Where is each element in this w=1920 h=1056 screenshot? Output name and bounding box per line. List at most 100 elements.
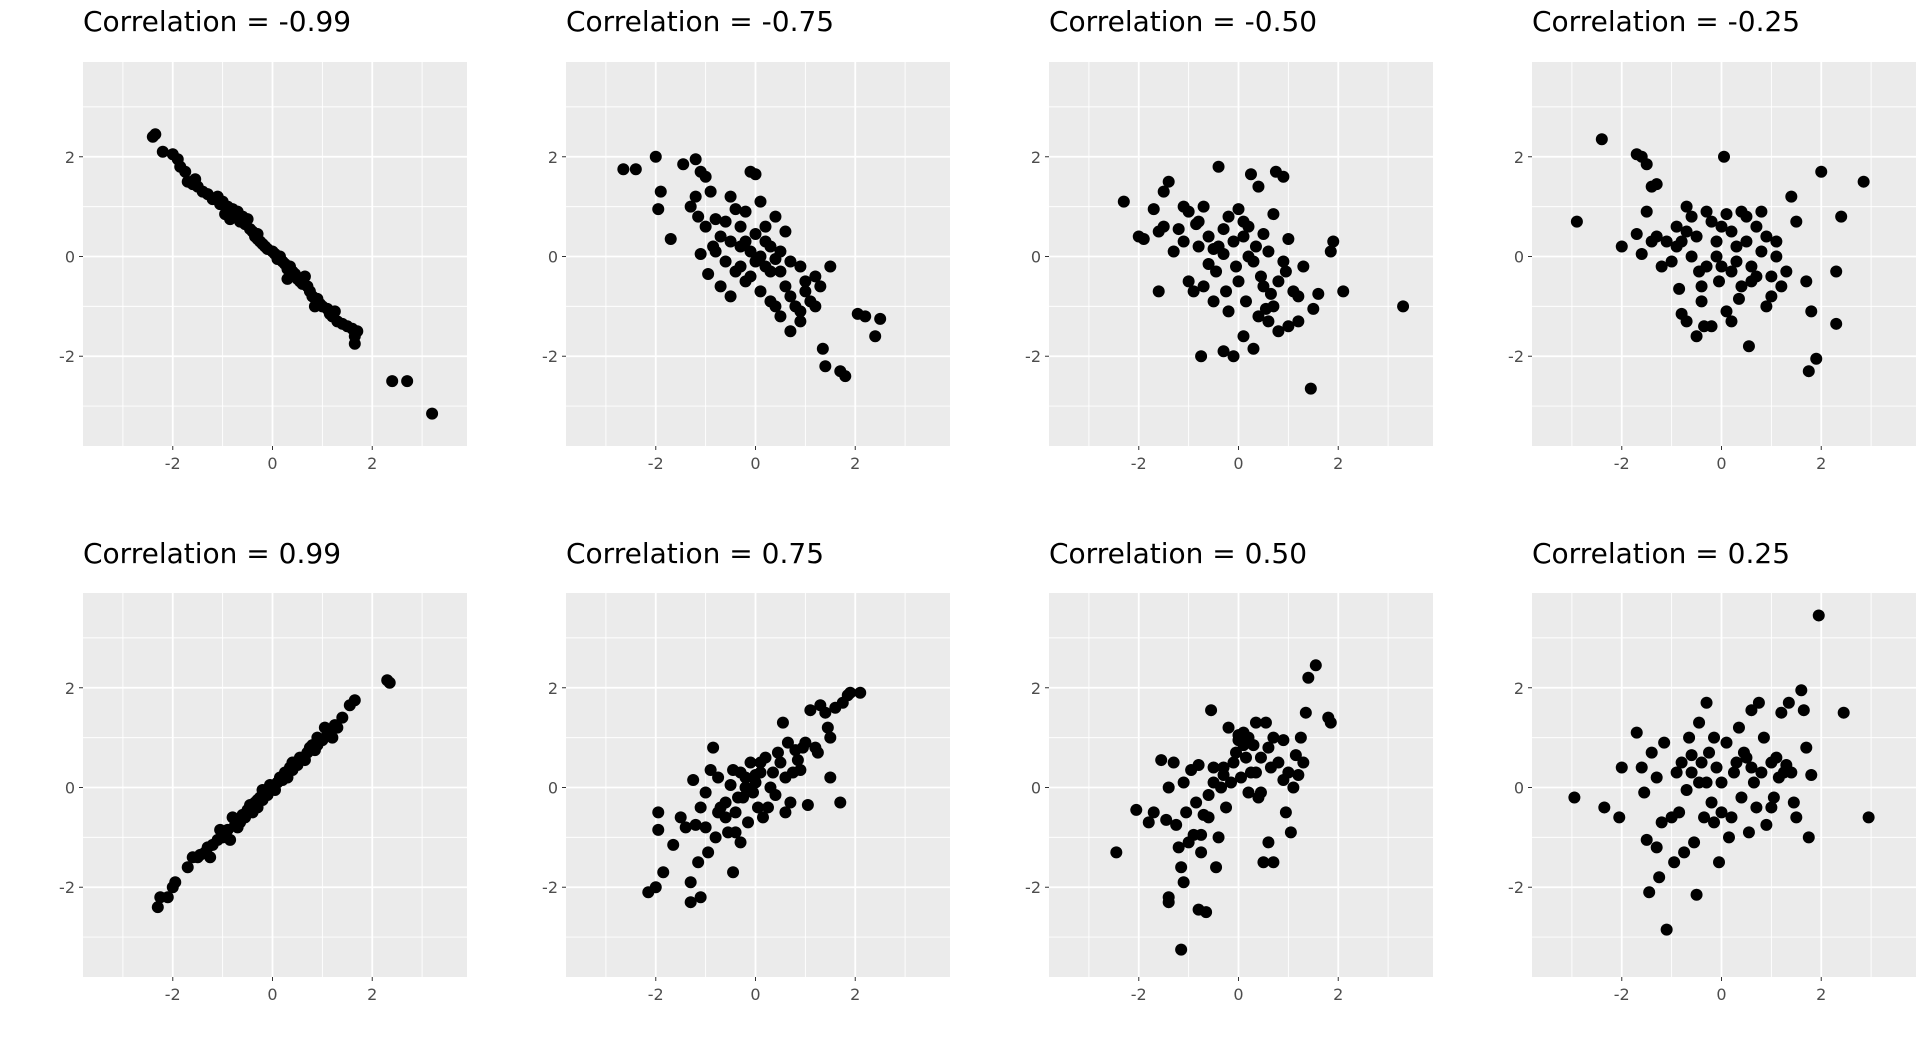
data-point <box>1708 816 1721 829</box>
data-point <box>819 706 832 719</box>
data-point <box>1279 806 1292 819</box>
data-point <box>1643 886 1656 899</box>
data-point <box>749 255 762 268</box>
data-point <box>348 337 361 350</box>
data-point <box>814 280 827 293</box>
data-point <box>1775 706 1788 719</box>
data-point <box>401 375 414 388</box>
data-point <box>756 811 769 824</box>
data-point <box>821 721 834 734</box>
data-point <box>719 255 732 268</box>
data-point <box>383 676 396 689</box>
data-point <box>1690 888 1703 901</box>
data-point <box>1690 230 1703 243</box>
data-point <box>1190 796 1203 809</box>
data-point <box>1720 736 1733 749</box>
data-point <box>1680 200 1693 213</box>
data-point <box>1160 813 1173 826</box>
data-point <box>1732 721 1745 734</box>
x-tick-label: 0 <box>750 985 760 1004</box>
data-point <box>779 806 792 819</box>
data-point <box>824 731 837 744</box>
data-point <box>1187 285 1200 298</box>
x-tick-label: -2 <box>1131 985 1147 1004</box>
data-point <box>824 260 837 273</box>
data-point <box>727 866 740 879</box>
data-point <box>1685 210 1698 223</box>
data-point <box>742 816 755 829</box>
data-point <box>1765 801 1778 814</box>
data-point <box>739 781 752 794</box>
data-point <box>1217 345 1230 358</box>
data-point <box>769 210 782 223</box>
data-point <box>1237 330 1250 343</box>
data-point <box>1162 891 1175 904</box>
data-point <box>1222 305 1235 318</box>
data-point <box>759 235 772 248</box>
data-point <box>1630 228 1643 241</box>
data-point <box>1195 828 1208 841</box>
data-point <box>1740 210 1753 223</box>
data-point <box>1337 285 1350 298</box>
data-point <box>1324 716 1337 729</box>
data-point <box>1220 285 1233 298</box>
data-point <box>1210 861 1223 874</box>
y-tick-label: -2 <box>1508 878 1524 897</box>
data-point <box>1757 731 1770 744</box>
data-point <box>664 233 677 246</box>
x-tick-label: 0 <box>267 454 277 473</box>
y-tick-label: 0 <box>548 778 558 797</box>
data-point <box>1770 235 1783 248</box>
data-point <box>1685 766 1698 779</box>
data-point <box>784 255 797 268</box>
data-point <box>734 240 747 253</box>
data-point <box>689 153 702 166</box>
data-point <box>1277 170 1290 183</box>
data-point <box>834 796 847 809</box>
data-point <box>1730 240 1743 253</box>
y-tick-label: 0 <box>65 247 75 266</box>
data-point <box>1782 696 1795 709</box>
data-point <box>791 754 804 767</box>
y-tick-label: -2 <box>59 878 75 897</box>
data-point <box>839 370 852 383</box>
data-point <box>1678 846 1691 859</box>
data-point <box>774 310 787 323</box>
data-point <box>759 220 772 233</box>
data-point <box>629 163 642 176</box>
data-point <box>1239 751 1252 764</box>
data-point <box>1239 295 1252 308</box>
data-point <box>1195 350 1208 363</box>
data-point <box>1180 806 1193 819</box>
data-point <box>1713 275 1726 288</box>
x-tick-label: 2 <box>1816 454 1826 473</box>
data-point <box>1177 235 1190 248</box>
data-point <box>801 798 814 811</box>
data-point <box>1157 220 1170 233</box>
x-tick-label: 2 <box>367 454 377 473</box>
data-point <box>1805 305 1818 318</box>
data-point <box>652 203 665 216</box>
data-point <box>874 312 887 325</box>
scatter-panel: -2 0 2 -2 0 2 <box>542 593 950 1004</box>
data-point <box>811 746 824 759</box>
data-point <box>749 769 762 782</box>
data-point <box>1215 781 1228 794</box>
y-tick-label: 2 <box>548 679 558 698</box>
data-point <box>1737 746 1750 759</box>
data-point <box>1752 696 1765 709</box>
data-point <box>1307 302 1320 315</box>
data-point <box>1710 250 1723 263</box>
data-point <box>699 821 712 834</box>
data-point <box>854 686 867 699</box>
x-tick-label: 0 <box>1716 454 1726 473</box>
data-point <box>687 774 700 787</box>
data-point <box>151 901 164 914</box>
data-point <box>234 816 247 829</box>
data-point <box>1257 280 1270 293</box>
y-tick-label: 2 <box>1031 679 1041 698</box>
data-point <box>679 821 692 834</box>
data-point <box>779 280 792 293</box>
data-point <box>794 305 807 318</box>
data-point <box>734 766 747 779</box>
